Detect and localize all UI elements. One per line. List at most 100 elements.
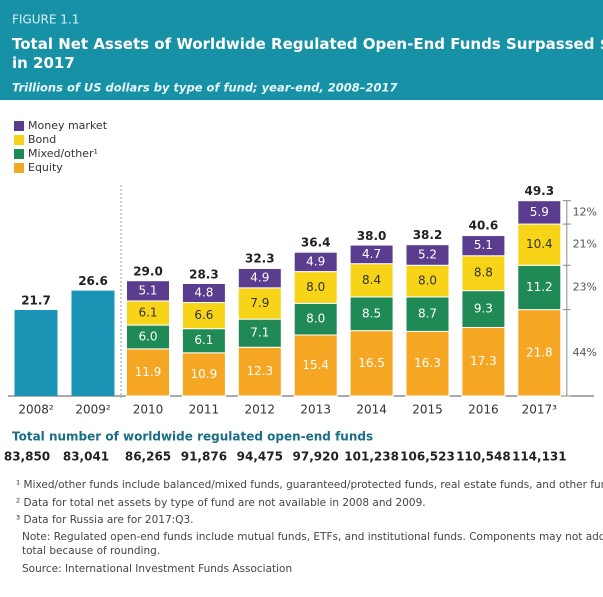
segment-label: 16.3 bbox=[414, 356, 441, 370]
header-band bbox=[0, 0, 603, 100]
figure-label: FIGURE 1.1 bbox=[12, 13, 79, 27]
bar-segment bbox=[237, 318, 282, 348]
segment-label: 4.7 bbox=[362, 247, 381, 261]
fund-count: 97,920 bbox=[293, 450, 339, 464]
total-label: 36.4 bbox=[301, 235, 331, 249]
bar-segment bbox=[405, 330, 450, 397]
segment-label: 5.2 bbox=[418, 247, 437, 261]
legend-swatch bbox=[14, 149, 24, 159]
segment-label: 7.9 bbox=[250, 296, 269, 310]
segment-label: 16.5 bbox=[358, 356, 385, 370]
bar bbox=[14, 310, 58, 396]
bar-segment bbox=[461, 255, 506, 292]
footnote: total because of rounding. bbox=[22, 545, 160, 557]
fund-count: 94,475 bbox=[237, 450, 283, 464]
segment-label: 8.0 bbox=[418, 274, 437, 288]
segment-label: 5.1 bbox=[474, 238, 493, 252]
segment-label: 8.7 bbox=[418, 307, 437, 321]
total-label: 32.3 bbox=[245, 252, 275, 266]
fund-count: 83,850 bbox=[4, 450, 50, 464]
fund-count: 86,265 bbox=[125, 450, 171, 464]
chart-subtitle: Trillions of US dollars by type of fund;… bbox=[12, 81, 398, 95]
bar-segment bbox=[126, 348, 170, 397]
segment-label: 6.6 bbox=[194, 308, 213, 322]
segment-label: 9.3 bbox=[474, 302, 493, 316]
total-label: 21.7 bbox=[21, 294, 51, 308]
segment-label: 11.2 bbox=[526, 280, 553, 294]
segment-label: 11.9 bbox=[135, 365, 162, 379]
legend-label: Equity bbox=[28, 161, 63, 174]
bar-segment bbox=[405, 264, 450, 298]
x-tick-label: 2016 bbox=[468, 403, 499, 417]
x-tick-label: 2011 bbox=[189, 403, 220, 417]
segment-label: 17.3 bbox=[470, 354, 497, 368]
share-label: 44% bbox=[573, 346, 597, 359]
legend-swatch bbox=[14, 163, 24, 173]
x-tick-label: 2012 bbox=[245, 403, 276, 417]
bar-segment bbox=[349, 296, 394, 332]
total-label: 29.0 bbox=[133, 265, 163, 279]
bar-segment bbox=[461, 235, 506, 257]
segment-label: 21.8 bbox=[526, 345, 553, 359]
segment-label: 6.0 bbox=[138, 329, 157, 343]
bar-segment bbox=[293, 334, 338, 397]
segment-label: 8.5 bbox=[362, 306, 381, 320]
segment-label: 4.9 bbox=[306, 254, 325, 268]
chart-title: Total Net Assets of Worldwide Regulated … bbox=[12, 35, 603, 72]
segment-label: 6.1 bbox=[138, 306, 157, 320]
x-tick-label: 2013 bbox=[300, 403, 331, 417]
segment-label: 15.4 bbox=[302, 358, 329, 372]
segment-label: 8.0 bbox=[306, 312, 325, 326]
bar-segment bbox=[293, 302, 338, 336]
footnote: ¹ Mixed/other funds include balanced/mix… bbox=[16, 479, 603, 491]
bar-segment bbox=[237, 267, 282, 289]
fund-count: 114,131 bbox=[512, 450, 567, 464]
footnote: Source: International Investment Funds A… bbox=[22, 563, 292, 575]
bar-segment bbox=[293, 251, 338, 273]
legend-label: Mixed/other¹ bbox=[28, 147, 98, 160]
x-tick-label: 2017³ bbox=[522, 403, 558, 417]
total-label: 38.2 bbox=[413, 228, 443, 242]
total-label: 40.6 bbox=[469, 219, 499, 233]
x-tick-label: 2008² bbox=[18, 403, 54, 417]
legend-label: Money market bbox=[28, 119, 108, 132]
share-label: 21% bbox=[573, 238, 597, 251]
segment-label: 4.8 bbox=[194, 286, 213, 300]
bar-segment bbox=[517, 264, 562, 311]
bar-segment bbox=[126, 300, 170, 326]
bar-segment bbox=[405, 244, 450, 266]
segment-label: 6.1 bbox=[194, 333, 213, 347]
bar-segment bbox=[461, 326, 506, 397]
segment-label: 5.9 bbox=[530, 205, 549, 219]
segment-label: 12.3 bbox=[246, 364, 273, 378]
legend-swatch bbox=[14, 135, 24, 145]
segment-label: 5.1 bbox=[138, 283, 157, 297]
total-label: 38.0 bbox=[357, 229, 387, 243]
share-label: 12% bbox=[573, 205, 597, 218]
bar-segment bbox=[517, 200, 562, 225]
share-label: 23% bbox=[573, 280, 597, 293]
counts-title: Total number of worldwide regulated open… bbox=[12, 430, 373, 444]
total-label: 49.3 bbox=[524, 184, 554, 198]
fund-count: 101,238 bbox=[344, 450, 399, 464]
bar-segment bbox=[237, 287, 282, 320]
footnote: Note: Regulated open-end funds include m… bbox=[22, 531, 603, 543]
legend-label: Bond bbox=[28, 133, 56, 146]
x-tick-label: 2015 bbox=[412, 403, 443, 417]
segment-label: 8.4 bbox=[362, 273, 381, 287]
footnote: ² Data for total net assets by type of f… bbox=[16, 497, 426, 509]
bar-segment bbox=[349, 330, 394, 397]
fund-count: 83,041 bbox=[63, 450, 109, 464]
total-label: 26.6 bbox=[78, 274, 108, 288]
bar-segment bbox=[517, 223, 562, 266]
segment-label: 10.4 bbox=[526, 237, 553, 251]
segment-label: 10.9 bbox=[191, 367, 218, 381]
x-tick-label: 2010 bbox=[133, 403, 164, 417]
fund-count: 106,523 bbox=[400, 450, 455, 464]
segment-label: 7.1 bbox=[250, 326, 269, 340]
fund-count: 110,548 bbox=[456, 450, 511, 464]
bar-segment bbox=[237, 346, 282, 397]
bar-segment bbox=[181, 282, 226, 304]
footnote: ³ Data for Russia are for 2017:Q3. bbox=[16, 514, 193, 526]
